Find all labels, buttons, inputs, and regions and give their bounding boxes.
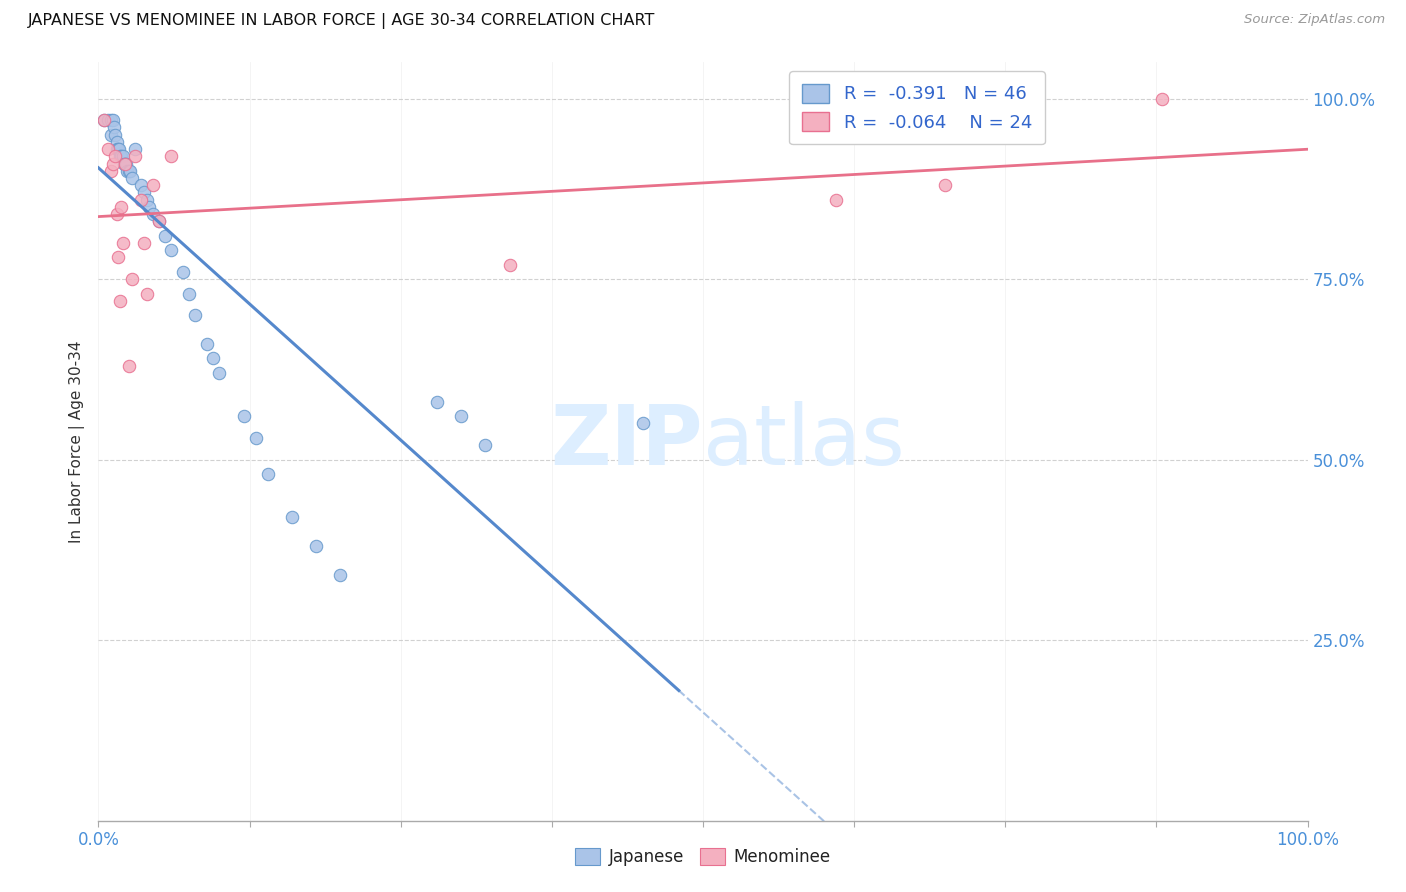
Point [450, 409, 472, 424]
Point [93, 113, 115, 128]
Point [115, 156, 138, 170]
Point [121, 272, 143, 286]
Point [111, 149, 134, 163]
Point [100, 128, 122, 142]
Text: Source: ZipAtlas.com: Source: ZipAtlas.com [1244, 13, 1385, 27]
Point [160, 149, 183, 163]
Legend: Japanese, Menominee: Japanese, Menominee [567, 840, 839, 875]
Point [101, 156, 124, 170]
Legend: R =  -0.391   N = 46, R =  -0.064    N = 24: R = -0.391 N = 46, R = -0.064 N = 24 [789, 71, 1045, 145]
Point [1152, 91, 1174, 105]
Point [118, 163, 141, 178]
Point [208, 366, 231, 380]
Point [100, 163, 122, 178]
Point [179, 286, 201, 301]
Point [134, 186, 156, 200]
Point [110, 149, 132, 163]
Point [426, 394, 449, 409]
Point [108, 293, 131, 308]
Point [108, 149, 131, 163]
Point [107, 142, 129, 156]
Point [142, 207, 165, 221]
Y-axis label: In Labor Force | Age 30-34: In Labor Force | Age 30-34 [69, 340, 84, 543]
Point [138, 200, 160, 214]
Point [111, 235, 134, 250]
Point [305, 539, 328, 553]
Point [135, 286, 157, 301]
Point [245, 431, 267, 445]
Point [825, 193, 848, 207]
Point [110, 200, 132, 214]
Point [93, 113, 115, 128]
Point [498, 258, 520, 272]
Point [114, 156, 136, 170]
Point [142, 178, 165, 193]
Point [104, 128, 127, 142]
Point [329, 568, 352, 582]
Point [256, 467, 278, 481]
Point [631, 417, 654, 431]
Point [184, 308, 207, 322]
Point [281, 510, 304, 524]
Point [148, 214, 170, 228]
Point [101, 113, 124, 128]
Point [195, 337, 218, 351]
Point [108, 142, 131, 156]
Point [100, 113, 122, 128]
Point [134, 235, 156, 250]
Text: ZIP: ZIP [551, 401, 703, 482]
Point [105, 207, 128, 221]
Point [202, 351, 225, 366]
Point [148, 214, 170, 228]
Point [129, 193, 152, 207]
Point [97, 113, 120, 128]
Text: JAPANESE VS MENOMINEE IN LABOR FORCE | AGE 30-34 CORRELATION CHART: JAPANESE VS MENOMINEE IN LABOR FORCE | A… [28, 13, 655, 29]
Point [97, 142, 120, 156]
Point [105, 142, 128, 156]
Point [107, 251, 129, 265]
Point [118, 359, 141, 373]
Point [135, 193, 157, 207]
Point [153, 228, 176, 243]
Point [112, 156, 135, 170]
Text: atlas: atlas [703, 401, 904, 482]
Point [474, 438, 496, 452]
Point [104, 149, 127, 163]
Point [232, 409, 254, 424]
Point [129, 178, 152, 193]
Point [121, 171, 143, 186]
Point [160, 243, 183, 257]
Point [172, 265, 194, 279]
Point [124, 149, 146, 163]
Point [103, 120, 125, 135]
Point [105, 135, 128, 149]
Point [117, 163, 139, 178]
Point [934, 178, 956, 193]
Point [118, 163, 141, 178]
Point [114, 156, 136, 170]
Point [124, 142, 146, 156]
